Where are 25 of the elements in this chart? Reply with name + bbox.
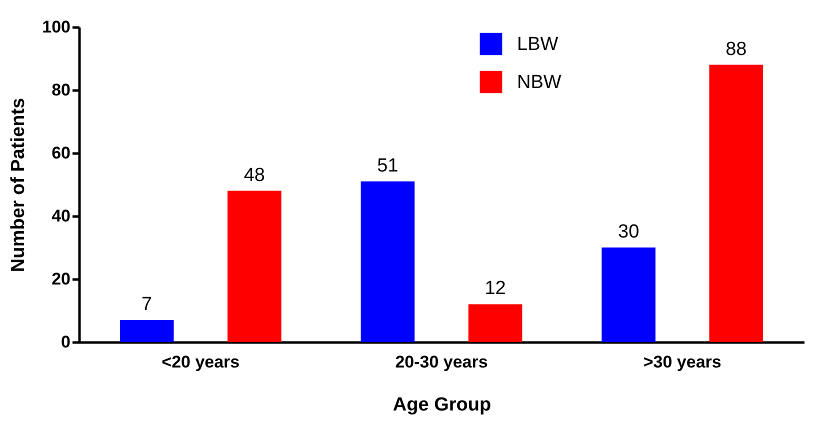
y-axis-title: Number of Patients [8,98,30,272]
bar [228,190,282,342]
y-tick-label: 0 [61,332,70,352]
data-label: 51 [377,155,398,176]
data-label: 30 [618,222,640,242]
x-tick-label: >30 years [643,352,722,372]
legend-label: NBW [517,72,562,93]
bar [468,304,522,342]
bar [709,64,764,342]
bar [360,181,415,342]
data-label: 88 [726,38,747,60]
data-label: 48 [244,164,265,186]
y-tick-label: 100 [42,18,70,36]
y-tick-label: 80 [52,80,70,100]
data-label: 12 [484,278,506,300]
x-axis-title: Age Group [392,394,492,416]
y-tick-label: 40 [52,206,70,226]
y-tick-label: 20 [52,270,70,288]
bar [602,248,656,342]
data-label: 7 [142,294,152,315]
bar [120,320,174,342]
y-tick-label: 60 [52,144,70,162]
x-tick-label: 20-30 years [395,352,488,372]
legend-label: LBW [517,34,558,55]
x-tick-label: <20 years [162,352,240,372]
